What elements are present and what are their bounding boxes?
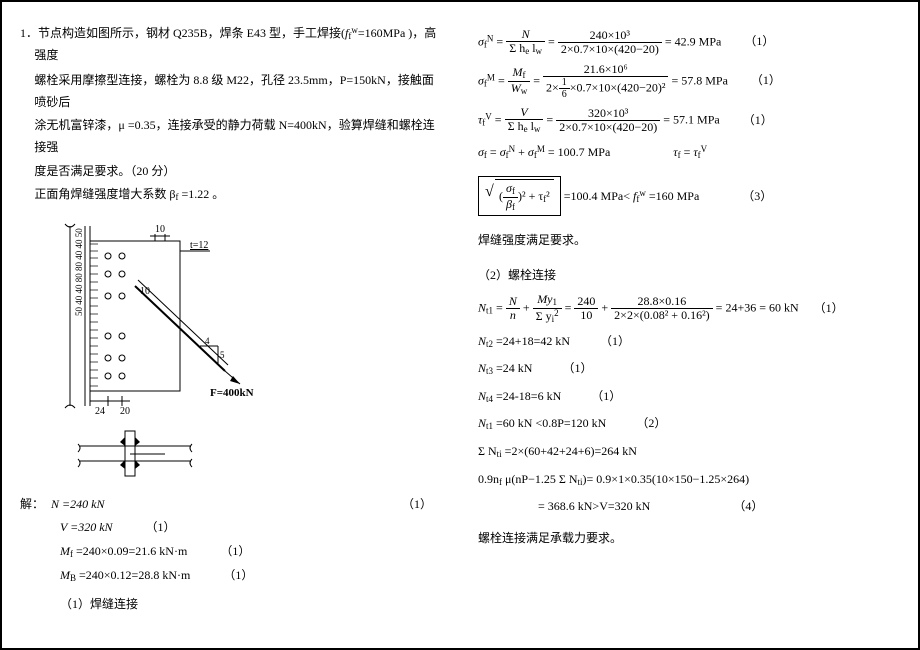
page-frame: 1．节点构造如图所示，钢材 Q235B，焊条 E43 型，手工焊接(ffw=16… bbox=[0, 0, 920, 650]
eq-friction-result: = 368.6 kN>V=320 kN （4） bbox=[478, 496, 900, 518]
eq-sigma-N: σfN = NΣ he lw = 240×10³2×0.7×10×(420−20… bbox=[478, 28, 900, 57]
eq-Nt1-check: Nt1 =60 kN <0.8P=120 kN（2） bbox=[478, 413, 900, 435]
sol-V: V =320 kN （1） bbox=[20, 517, 442, 539]
eq-Nt1: Nt1 = Nn + My1Σ yi2 = 24010 + 28.8×0.162… bbox=[478, 293, 900, 325]
force-label: F=400kN bbox=[210, 387, 254, 399]
left-column: 1．节点构造如图所示，钢材 Q235B，焊条 E43 型，手工焊接(ffw=16… bbox=[2, 2, 460, 648]
section-1-head: （1）焊缝连接 bbox=[20, 594, 442, 616]
sol-Mf: Mf =240×0.09=21.6 kN·m （1） bbox=[20, 541, 442, 563]
problem-text-4: 度是否满足要求。（20 分） bbox=[20, 161, 442, 183]
right-column: σfN = NΣ he lw = 240×10³2×0.7×10×(420−20… bbox=[460, 2, 918, 648]
eq-Nt4: Nt4 =24-18=6 kN（1） bbox=[478, 386, 900, 408]
svg-text:t=12: t=12 bbox=[190, 240, 208, 251]
eq-combined: (σfβf)² + τf² =100.4 MPa< ffw =160 MPa （… bbox=[478, 176, 900, 216]
eq-Nt2: Nt2 =24+18=42 kN（1） bbox=[478, 331, 900, 353]
svg-text:50 40 40 80 80 40 40 50: 50 40 40 80 80 40 40 50 bbox=[74, 228, 84, 316]
svg-text:10: 10 bbox=[140, 286, 150, 297]
eq-Nt3: Nt3 =24 kN（1） bbox=[478, 358, 900, 380]
svg-text:24: 24 bbox=[95, 406, 105, 416]
problem-number: 1． bbox=[20, 26, 38, 40]
main-diagram: F=400kN 10 t=12 10 45 50 40 40 80 80 40 … bbox=[60, 216, 290, 416]
svg-text:10: 10 bbox=[155, 224, 165, 235]
sol-MB: MB =240×0.12=28.8 kN·m （1） bbox=[20, 565, 442, 587]
section-2-head: （2）螺栓连接 bbox=[478, 265, 900, 287]
weld-ok: 焊缝强度满足要求。 bbox=[478, 230, 900, 252]
solution-label: 解： N =240 kN （1） bbox=[20, 494, 442, 516]
side-view-diagram bbox=[70, 426, 190, 486]
svg-text:4: 4 bbox=[205, 336, 210, 346]
sol-N: N =240 kN bbox=[51, 497, 104, 511]
eq-tau-V: τfV = VΣ he lw = 320×10³2×0.7×10×(420−20… bbox=[478, 106, 900, 135]
svg-text:20: 20 bbox=[120, 406, 130, 416]
problem-statement: 1．节点构造如图所示，钢材 Q235B，焊条 E43 型，手工焊接(ffw=16… bbox=[20, 22, 442, 66]
eq-sigma-M: σfM = MfWw = 21.6×10⁶2×16×0.7×10×(420−20… bbox=[478, 63, 900, 100]
eq-friction: 0.9nf μ(nP−1.25 Σ Nti)= 0.9×1×0.35(10×15… bbox=[478, 469, 900, 491]
problem-text-2: 螺栓采用摩擦型连接，螺栓为 8.8 级 M22，孔径 23.5mm，P=150k… bbox=[20, 70, 442, 113]
svg-text:5: 5 bbox=[220, 350, 225, 360]
problem-text-1: 节点构造如图所示，钢材 Q235B，焊条 E43 型，手工焊接( bbox=[38, 26, 345, 40]
beta-note: 正面角焊缝强度增大系数 βf =1.22 。 bbox=[20, 184, 442, 206]
eq-sum-Nti: Σ Nti =2×(60+42+24+6)=264 kN bbox=[478, 441, 900, 463]
eq-sum-sigma: σf = σfN + σfM = 100.7 MPa τf = τfV bbox=[478, 141, 900, 164]
bolt-ok: 螺栓连接满足承载力要求。 bbox=[478, 528, 900, 550]
problem-text-3: 涂无机富锌漆，μ =0.35，连接承受的静力荷载 N=400kN，验算焊缝和螺栓… bbox=[20, 115, 442, 158]
